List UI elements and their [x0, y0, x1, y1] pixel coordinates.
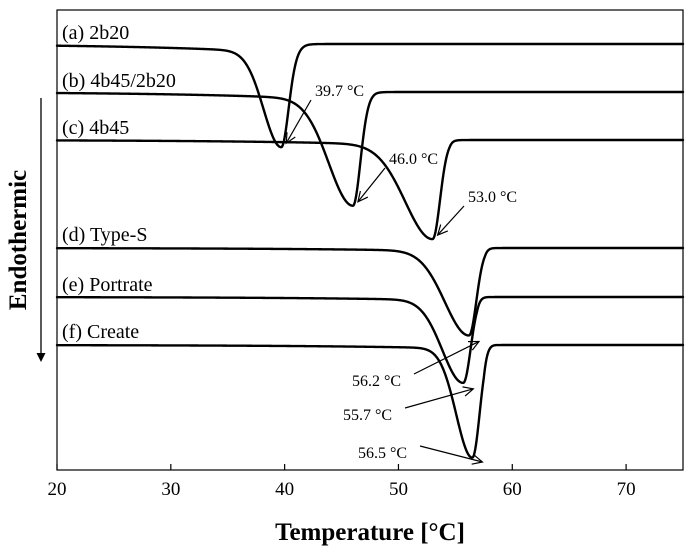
x-tick-label: 30 [161, 479, 180, 500]
y-axis-title-group: Endothermic [5, 98, 46, 362]
series-label: (d) Type-S [62, 224, 147, 246]
peak-annotations: 39.7 °C 46.0 °C 53.0 °C 56.2 °C 55.7 °C 56.5 … [285, 83, 517, 465]
series-label: (b) 4b45/2b20 [62, 70, 176, 92]
x-tick-label: 60 [503, 479, 522, 500]
dsc-curve [55, 295, 685, 385]
y-axis-arrow-head [36, 353, 46, 362]
peak-arrow-head [357, 190, 369, 203]
x-tick-label: 50 [389, 479, 408, 500]
x-axis: 20 30 40 50 60 70 [48, 464, 636, 500]
dsc-curve [55, 138, 685, 241]
peak-arrow [404, 388, 474, 409]
curve-labels: (a) 2b20 (b) 4b45/2b20 (c) 4b45 (d) Type-S (… [62, 22, 176, 343]
series-label: (a) 2b20 [62, 22, 129, 44]
peak-arrow [419, 445, 483, 463]
series-label: (f) Create [62, 321, 139, 343]
x-tick-label: 70 [617, 479, 636, 500]
curves [55, 42, 685, 459]
peak-arrow [413, 340, 480, 375]
peak-arrow-head [462, 386, 475, 397]
y-axis-title: Endothermic [5, 170, 32, 310]
peak-arrow-head [471, 454, 484, 465]
peak-arrow-head [468, 340, 481, 351]
peak-temp-label: 56.5 °C [358, 445, 407, 462]
series-label: (c) 4b45 [62, 117, 129, 139]
dsc-curve [55, 343, 685, 459]
series-label: (e) Portrate [62, 274, 153, 296]
peak-arrow [285, 99, 312, 144]
peak-temp-label: 56.2 °C [352, 373, 401, 390]
x-axis-title: Temperature [°C] [275, 519, 465, 546]
dsc-curve [55, 42, 685, 149]
peak-temp-label: 39.7 °C [315, 83, 364, 100]
x-tick-label: 40 [275, 479, 294, 500]
peak-temp-label: 46.0 °C [389, 151, 438, 168]
peak-temp-label: 53.0 °C [468, 189, 517, 206]
dsc-curve [55, 246, 685, 337]
x-tick-label: 20 [48, 479, 67, 500]
plot-frame [56, 9, 684, 471]
peak-arrow [357, 167, 386, 203]
peak-temp-label: 55.7 °C [343, 407, 392, 424]
peak-arrow [437, 205, 465, 236]
dsc-curve [55, 90, 685, 207]
peak-arrow-head [285, 132, 296, 145]
peak-arrow-head [436, 224, 449, 237]
